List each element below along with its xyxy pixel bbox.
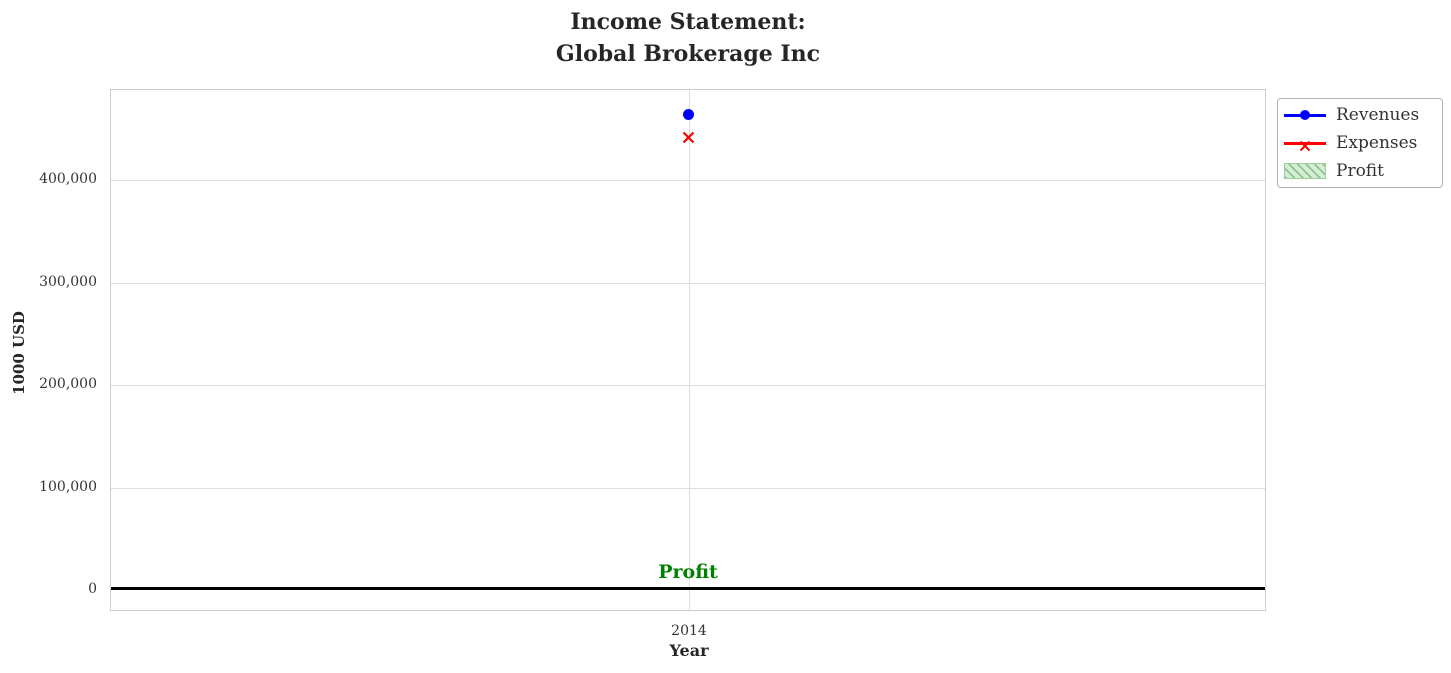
legend-label-revenues: Revenues [1336,105,1420,125]
chart-title-line2: Global Brokerage Inc [555,41,821,67]
legend: Revenues Expenses Profit [1277,98,1443,188]
legend-item-profit: Profit [1284,157,1436,185]
gridline-200000 [111,385,1265,386]
y-tick-label-400000: 400,000 [39,171,97,187]
y-tick-label-0: 0 [88,581,97,597]
legend-label-profit: Profit [1336,161,1384,181]
legend-item-revenues: Revenues [1284,101,1436,129]
legend-item-expenses: Expenses [1284,129,1436,157]
y-tick-label-100000: 100,000 [39,478,97,495]
y-tick-label-200000: 200,000 [39,376,97,392]
y-tick-label-300000: 300,000 [39,273,97,290]
chart-title: Income Statement: Global Brokerage Inc [110,6,1266,70]
profit-annotation: Profit [658,561,718,583]
legend-label-expenses: Expenses [1336,133,1418,153]
chart-title-line1: Income Statement: [570,9,806,35]
x-marker-icon [1299,140,1311,152]
gridline-300000 [111,282,1265,284]
gridline-100000 [111,487,1265,489]
profit-hatch-icon [1284,161,1326,181]
x-marker-icon [682,131,695,144]
revenues-marker-icon [1284,105,1326,125]
plot-area: Profit [110,89,1266,611]
x-tick-label-2014: 2014 [671,623,707,639]
x-axis-label: Year [669,641,709,660]
expenses-point-2014 [682,129,695,148]
zero-baseline [111,587,1265,590]
revenues-point-2014 [683,109,694,120]
gridline-400000 [111,180,1265,181]
expenses-marker-icon [1284,133,1326,153]
gridline-2014 [689,90,690,610]
